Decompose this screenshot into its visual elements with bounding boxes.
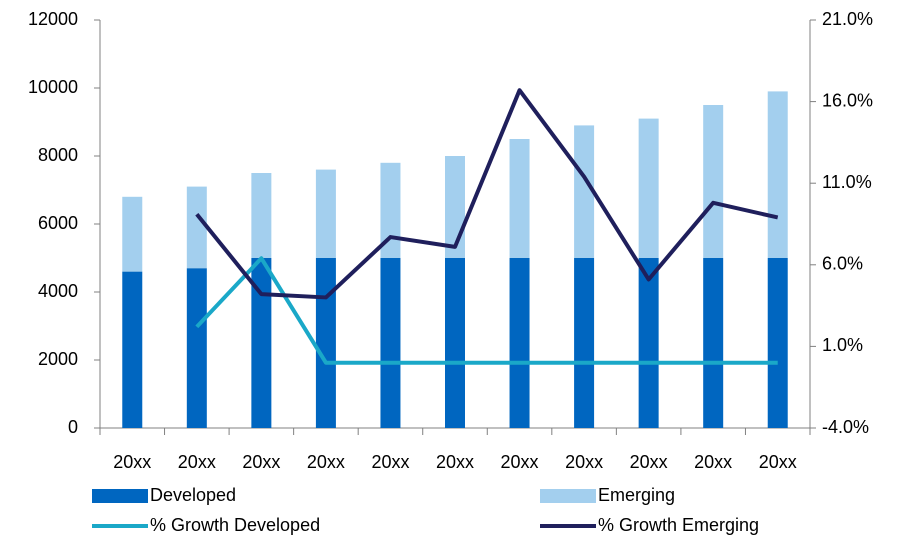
x-tick-label: 20xx bbox=[371, 452, 409, 472]
legend-label: % Growth Developed bbox=[150, 515, 320, 535]
bar bbox=[251, 258, 272, 428]
x-tick-label: 20xx bbox=[694, 452, 732, 472]
y-tick-label: 2000 bbox=[38, 349, 78, 369]
bar bbox=[767, 91, 788, 259]
bar bbox=[186, 268, 207, 428]
bar bbox=[315, 169, 336, 258]
x-tick-label: 20xx bbox=[307, 452, 345, 472]
y-tick-label: 12000 bbox=[28, 9, 78, 29]
bar bbox=[703, 258, 724, 428]
bar bbox=[638, 258, 659, 428]
bar bbox=[574, 258, 595, 428]
y2-tick-label: 21.0% bbox=[822, 9, 873, 29]
legend-label: % Growth Emerging bbox=[598, 515, 759, 535]
y-tick-label: 4000 bbox=[38, 281, 78, 301]
y2-tick-label: -4.0% bbox=[822, 417, 869, 437]
legend-swatch bbox=[92, 489, 148, 503]
y2-tick-label: 1.0% bbox=[822, 335, 863, 355]
bar bbox=[122, 271, 143, 428]
bar bbox=[509, 139, 530, 258]
y2-tick-label: 16.0% bbox=[822, 90, 873, 110]
legend-swatch bbox=[540, 489, 596, 503]
bar bbox=[380, 258, 401, 428]
bar bbox=[186, 186, 207, 269]
bar bbox=[380, 162, 401, 258]
x-tick-label: 20xx bbox=[630, 452, 668, 472]
x-tick-label: 20xx bbox=[501, 452, 539, 472]
y2-tick-label: 6.0% bbox=[822, 254, 863, 274]
bar bbox=[509, 258, 530, 428]
bar bbox=[251, 173, 272, 258]
legend-label: Developed bbox=[150, 485, 236, 505]
bar bbox=[638, 118, 659, 258]
x-tick-label: 20xx bbox=[242, 452, 280, 472]
bar bbox=[315, 258, 336, 428]
x-tick-label: 20xx bbox=[113, 452, 151, 472]
x-tick-label: 20xx bbox=[178, 452, 216, 472]
y-tick-label: 10000 bbox=[28, 77, 78, 97]
y2-tick-label: 11.0% bbox=[822, 172, 872, 192]
bar bbox=[445, 258, 465, 428]
bar bbox=[703, 105, 724, 258]
x-tick-label: 20xx bbox=[759, 452, 797, 472]
bar bbox=[574, 125, 595, 259]
y-tick-label: 0 bbox=[68, 417, 78, 437]
x-tick-label: 20xx bbox=[436, 452, 474, 472]
bar bbox=[767, 258, 788, 428]
y-tick-label: 8000 bbox=[38, 145, 78, 165]
y-tick-label: 6000 bbox=[38, 213, 78, 233]
bar bbox=[122, 196, 143, 272]
legend-label: Emerging bbox=[598, 485, 675, 505]
x-tick-label: 20xx bbox=[565, 452, 603, 472]
line bbox=[195, 256, 778, 365]
line bbox=[195, 88, 779, 300]
